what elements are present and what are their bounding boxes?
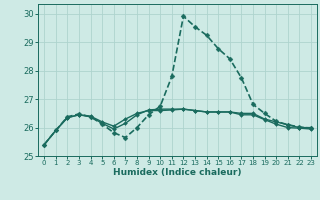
- X-axis label: Humidex (Indice chaleur): Humidex (Indice chaleur): [113, 168, 242, 177]
